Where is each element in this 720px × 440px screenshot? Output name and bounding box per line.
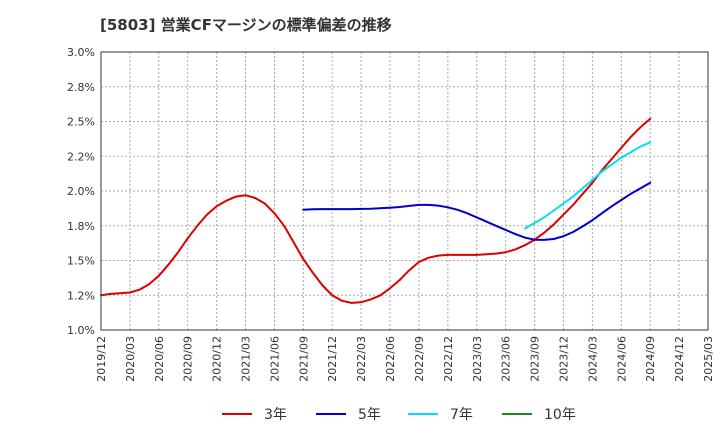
y-tick-label: 2.8% — [67, 81, 95, 94]
x-tick-label: 2021/09 — [297, 336, 310, 382]
y-tick-label: 2.0% — [67, 185, 95, 198]
legend-item-1: 5年 — [316, 404, 381, 424]
x-tick-label: 2022/06 — [384, 336, 397, 382]
legend-label: 7年 — [450, 407, 473, 423]
legend-label: 5年 — [358, 407, 381, 423]
x-tick-label: 2019/12 — [95, 336, 108, 382]
y-tick-label: 1.2% — [67, 289, 95, 302]
x-tick-label: 2024/12 — [673, 336, 686, 382]
chart-title: [5803] 営業CFマージンの標準偏差の推移 — [100, 16, 392, 34]
series-line-0 — [100, 117, 652, 304]
x-tick-label: 2021/03 — [240, 336, 253, 382]
series-lines — [100, 117, 652, 304]
legend-swatch — [222, 413, 252, 415]
legend-swatch — [408, 413, 438, 415]
y-tick-label: 1.5% — [67, 255, 95, 268]
x-tick-label: 2022/09 — [413, 336, 426, 382]
x-tick-label: 2020/12 — [211, 336, 224, 382]
legend-label: 10年 — [544, 407, 576, 423]
x-tick-label: 2023/12 — [557, 336, 570, 382]
x-tick-label: 2024/06 — [615, 336, 628, 382]
x-tick-label: 2023/06 — [500, 336, 513, 382]
legend-item-0: 3年 — [222, 404, 287, 424]
grid-lines — [100, 51, 709, 331]
legend-item-2: 7年 — [408, 404, 473, 424]
x-tick-label: 2021/12 — [326, 336, 339, 382]
x-tick-label: 2022/12 — [442, 336, 455, 382]
y-axis-ticks: 1.0% 1.2% 1.5% 1.8% 2.0% 2.2% 2.5% 2.8% 3.0% — [67, 46, 95, 337]
legend-label: 3年 — [264, 407, 287, 423]
x-tick-label: 2023/09 — [529, 336, 542, 382]
plot-frame — [100, 51, 709, 331]
series-line-1 — [302, 181, 652, 241]
y-tick-label: 3.0% — [67, 46, 95, 59]
legend: 3年 5年 7年 10年 — [0, 398, 720, 428]
legend-swatch — [316, 413, 346, 415]
x-tick-label: 2020/09 — [182, 336, 195, 382]
y-tick-label: 2.5% — [67, 116, 95, 129]
x-tick-label: 2021/06 — [268, 336, 281, 382]
x-tick-label: 2020/06 — [153, 336, 166, 382]
legend-item-3: 10年 — [502, 404, 576, 424]
x-tick-label: 2024/09 — [644, 336, 657, 382]
y-tick-label: 2.2% — [67, 150, 95, 163]
x-tick-label: 2020/03 — [124, 336, 137, 382]
x-tick-label: 2022/03 — [355, 336, 368, 382]
x-axis-ticks: 2019/12 2020/03 2020/06 2020/09 2020/12 2021/… — [95, 336, 715, 382]
legend-swatch — [502, 413, 532, 415]
x-tick-label: 2025/03 — [702, 336, 715, 382]
y-tick-label: 1.0% — [67, 324, 95, 337]
y-tick-label: 1.8% — [67, 220, 95, 233]
series-line-2 — [523, 141, 652, 230]
x-tick-label: 2023/03 — [471, 336, 484, 382]
x-tick-label: 2024/03 — [586, 336, 599, 382]
